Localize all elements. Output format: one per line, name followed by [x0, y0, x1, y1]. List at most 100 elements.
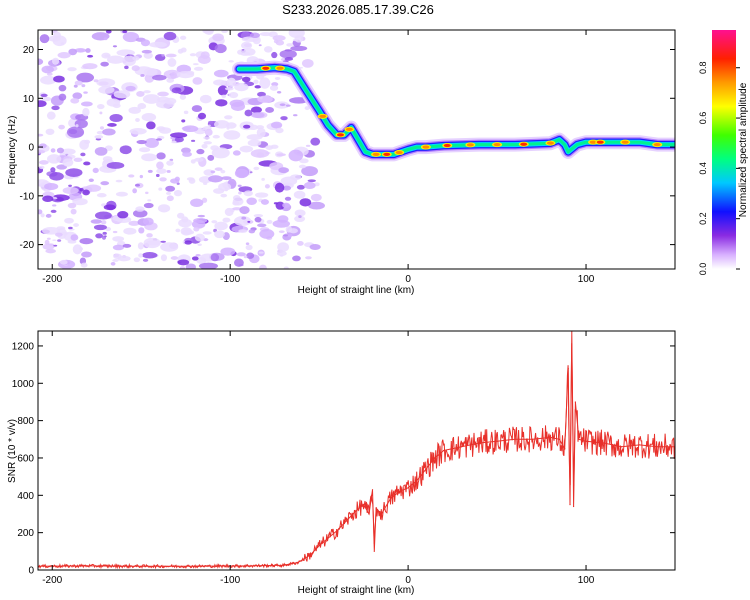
spectrogram-x-label: Height of straight line (km)	[298, 285, 415, 296]
noise-speckle	[282, 202, 290, 208]
snr-data-point	[621, 446, 623, 448]
noise-speckle	[175, 228, 181, 233]
noise-speckle	[184, 240, 192, 245]
noise-speckle	[45, 248, 56, 254]
noise-speckle	[185, 263, 197, 269]
noise-speckle	[310, 137, 321, 146]
spectrogram-y-tick-label: 0	[28, 143, 34, 154]
noise-speckle	[73, 84, 78, 88]
noise-speckle	[192, 63, 199, 66]
noise-speckle	[274, 182, 285, 193]
noise-speckle	[113, 90, 131, 99]
noise-speckle	[41, 96, 52, 102]
noise-speckle	[45, 213, 52, 218]
noise-speckle	[179, 35, 187, 40]
noise-speckle	[211, 220, 218, 224]
noise-speckle	[265, 145, 274, 150]
snr-y-tick-label: 400	[17, 491, 34, 502]
noise-speckle	[232, 150, 241, 156]
noise-speckle	[41, 65, 54, 74]
noise-speckle	[57, 52, 71, 59]
noise-speckle	[49, 172, 64, 181]
track-hotspot	[546, 141, 554, 145]
noise-speckle	[294, 35, 304, 43]
noise-speckle	[93, 79, 99, 83]
noise-speckle	[207, 124, 211, 127]
noise-speckle	[246, 252, 255, 259]
spectrogram-y-axis: -20 -10 0 10 20	[20, 45, 675, 251]
noise-speckle	[243, 124, 251, 129]
noise-speckle	[238, 191, 242, 195]
noise-speckle	[289, 174, 302, 181]
noise-speckle	[230, 101, 246, 112]
noise-speckle	[94, 211, 112, 220]
noise-speckle	[112, 45, 117, 48]
noise-speckle	[141, 153, 157, 162]
snr-y-tick-label: 200	[17, 528, 34, 539]
track-layer	[232, 60, 675, 162]
noise-speckle	[177, 259, 190, 266]
snr-data-point	[336, 530, 338, 532]
track-hotspot	[319, 114, 327, 118]
track-hotspot	[336, 133, 344, 137]
noise-speckle	[142, 258, 149, 262]
snr-y-tick-label: 600	[17, 453, 34, 464]
noise-speckle	[234, 258, 244, 267]
noise-speckle	[79, 139, 89, 150]
noise-speckle	[261, 177, 265, 181]
noise-speckle	[200, 51, 210, 60]
noise-speckle	[217, 85, 228, 96]
noise-speckle	[96, 78, 116, 87]
noise-speckle	[180, 227, 193, 236]
snr-data-point	[532, 438, 534, 440]
noise-speckle	[103, 204, 116, 211]
noise-speckle	[144, 73, 155, 83]
noise-speckle	[93, 224, 107, 231]
noise-speckle	[156, 100, 175, 109]
noise-speckle	[102, 156, 113, 162]
snr-plot-area	[38, 331, 675, 570]
noise-speckle	[283, 266, 289, 269]
noise-speckle	[280, 116, 288, 121]
track-hotspot	[520, 142, 528, 146]
noise-speckle	[156, 161, 164, 170]
snr-y-label: SNR (10 * v/v)	[7, 419, 18, 483]
noise-speckle	[193, 66, 204, 71]
noise-speckle	[74, 48, 87, 53]
noise-speckle	[101, 52, 111, 59]
noise-speckle	[234, 168, 249, 179]
noise-speckle	[160, 242, 179, 252]
noise-speckle	[307, 179, 316, 183]
noise-speckle	[194, 233, 205, 242]
noise-speckle	[287, 233, 293, 238]
noise-speckle	[90, 219, 102, 224]
noise-speckle	[115, 191, 128, 197]
snr-x-tick-label: -200	[42, 575, 62, 586]
snr-x-axis: -200 -100 0 100	[42, 331, 595, 586]
noise-speckle	[165, 185, 176, 192]
noise-speckle	[274, 76, 281, 80]
noise-speckle	[137, 242, 144, 250]
noise-speckle	[80, 152, 86, 157]
noise-speckle	[218, 182, 232, 191]
noise-speckle	[253, 79, 259, 84]
noise-speckle	[228, 60, 234, 63]
noise-speckle	[213, 79, 226, 86]
noise-speckle	[186, 177, 195, 181]
noise-speckle	[70, 97, 80, 104]
noise-speckle	[57, 239, 62, 242]
snr-x-tick-label: 0	[405, 575, 411, 586]
noise-speckle	[128, 106, 141, 114]
noise-speckle	[211, 147, 230, 159]
noise-speckle	[42, 243, 55, 250]
noise-speckle	[179, 266, 186, 269]
noise-speckle	[258, 44, 262, 47]
noise-speckle	[165, 53, 177, 58]
noise-speckle	[178, 218, 193, 228]
noise-speckle	[275, 201, 285, 210]
noise-speckle	[288, 149, 304, 162]
noise-speckle	[221, 94, 226, 99]
noise-speckle	[159, 177, 167, 182]
noise-speckle	[182, 151, 192, 157]
noise-speckle	[109, 113, 123, 123]
